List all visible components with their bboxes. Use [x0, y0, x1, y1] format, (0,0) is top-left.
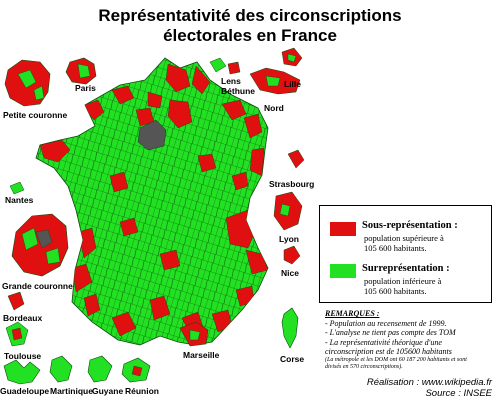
inset-guadeloupe — [3, 359, 41, 385]
label-marseille: Marseille — [183, 350, 220, 360]
label-bordeaux: Bordeaux — [3, 313, 43, 323]
title-line-1: Représentativité des circonscriptions — [98, 6, 402, 25]
remarks-heading: REMARQUES : — [325, 309, 380, 318]
legend-under-desc-1: population supérieure à — [364, 233, 444, 243]
label-lens-line-1: Lens — [221, 76, 241, 86]
label-lens-line-2: Béthune — [221, 86, 255, 96]
inset-marseille — [179, 321, 209, 347]
credit-realisation: Réalisation : www.wikipedia.fr — [366, 377, 492, 388]
remarks-line-4: circonscription est de 105600 habitants — [325, 347, 452, 356]
remarks-line-3: - La représentativité théorique d'une — [325, 337, 442, 347]
metropolitan-france — [35, 57, 269, 346]
inset-lille — [281, 47, 303, 67]
label-paris: Paris — [75, 83, 96, 93]
label-nice: Nice — [281, 268, 299, 278]
label-martinique: Martinique — [50, 386, 93, 396]
legend-over-desc-2: 105 600 habitants. — [364, 286, 427, 296]
paris-area — [137, 119, 167, 151]
legend-over-title: Surreprésentation : — [362, 263, 450, 274]
inset-lens — [209, 57, 241, 75]
legend-under-swatch — [330, 222, 356, 236]
legend-under-title: Sous-représentation : — [362, 220, 458, 231]
label-reunion: Réunion — [125, 386, 159, 396]
inset-martinique — [49, 355, 73, 383]
remarks-small-1: (La métropole et les DOM ont 60 187 200 … — [325, 356, 467, 363]
label-corse: Corse — [280, 354, 305, 364]
credit-source: Source : INSEE — [425, 388, 492, 399]
inset-strasbourg — [287, 149, 305, 169]
label-toulouse: Toulouse — [4, 351, 42, 361]
title-line-2: électorales en France — [163, 26, 337, 45]
label-nord: Nord — [264, 103, 284, 113]
under-represented-zones — [39, 63, 268, 339]
legend-over-desc-1: population inférieure à — [364, 276, 442, 286]
inset-grande-couronne — [11, 213, 69, 277]
inset-petite-couronne — [4, 59, 51, 107]
inset-lyon — [273, 191, 303, 231]
label-guyane: Guyane — [92, 386, 124, 396]
remarks-line-1: - Population au recensement de 1999. — [325, 318, 447, 328]
label-petite-couronne: Petite couronne — [3, 110, 68, 120]
inset-guyane — [87, 355, 113, 383]
inset-toulouse — [5, 321, 29, 347]
label-lens: Lens Béthune — [221, 76, 255, 96]
remarks-small-2: divisés en 570 circonscriptions). — [325, 364, 403, 370]
legend: Sous-représentation : population supérie… — [319, 205, 492, 303]
label-guadeloupe: Guadeloupe — [0, 386, 50, 396]
map-title: Représentativité des circonscriptions él… — [0, 6, 500, 46]
inset-nantes — [9, 181, 25, 195]
remarks: REMARQUES : - Population au recensement … — [325, 309, 495, 372]
inset-reunion — [121, 357, 151, 383]
inset-paris — [65, 57, 97, 85]
label-strasbourg: Strasbourg — [269, 179, 315, 189]
label-grande-couronne: Grande couronne — [2, 281, 73, 291]
label-lille: Lille — [284, 79, 302, 89]
legend-under-desc-2: 105 600 habitants. — [364, 243, 427, 253]
inset-nice — [283, 245, 301, 265]
credits: Réalisation : www.wikipedia.fr Source : … — [367, 377, 492, 399]
inset-nord — [249, 67, 301, 95]
inset-corse — [281, 307, 299, 349]
inset-bordeaux — [7, 291, 25, 311]
label-lyon: Lyon — [279, 234, 299, 244]
legend-over-swatch — [330, 264, 356, 278]
label-nantes: Nantes — [5, 195, 34, 205]
remarks-line-2: - L'analyse ne tient pas compte des TOM — [325, 328, 456, 337]
